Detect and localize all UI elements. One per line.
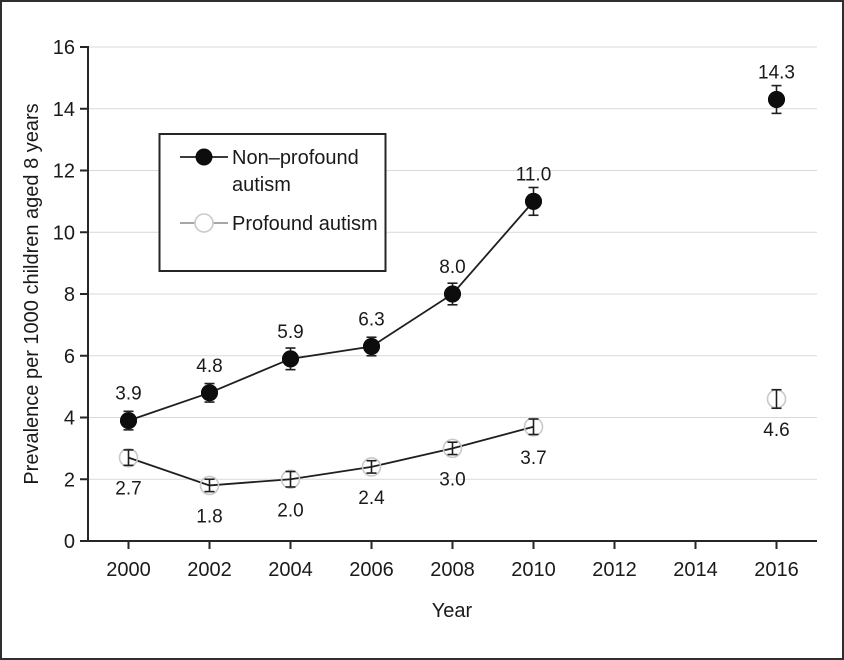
y-tick-label-4: 4 — [64, 408, 75, 430]
series-line-profound-autism — [128, 425, 534, 487]
y-tick-label-12: 12 — [53, 161, 75, 183]
data-label-profound-autism-2000: 2.7 — [115, 479, 141, 500]
x-tick-label-2014: 2014 — [673, 559, 718, 581]
plot-area: 0 2 4 6 8 10 12 14 16 2000 2002 2004 2006 2008 2010 201… — [53, 37, 817, 581]
data-point-marker-top-non-profound-autism-2002 — [201, 384, 218, 402]
data-point-marker-top-non-profound-autism-2010 — [525, 192, 542, 210]
y-axis-title: Prevalence per 1000 children aged 8 year… — [21, 103, 43, 484]
data-label-non-profound-autism-2000: 3.9 — [115, 384, 141, 405]
data-label-profound-autism-2002: 1.8 — [196, 506, 222, 527]
data-label-profound-autism-2006: 2.4 — [358, 488, 385, 509]
series-line-non-profound-autism — [128, 200, 535, 422]
data-point-profound-autism-2010 — [523, 416, 544, 437]
legend-label-non-profound-autism: Non–profound — [232, 147, 359, 169]
data-label-profound-autism-2004: 2.0 — [277, 500, 303, 521]
data-point-marker-top-non-profound-autism-2016 — [768, 90, 785, 108]
x-tick-label-2010: 2010 — [511, 559, 556, 581]
y-tick-label-16: 16 — [53, 37, 75, 59]
data-label-non-profound-autism-2016: 14.3 — [758, 62, 795, 83]
data-point-profound-autism-2000 — [118, 447, 139, 468]
data-label-profound-autism-2008: 3.0 — [439, 469, 465, 490]
data-point-profound-autism-2008 — [442, 438, 463, 459]
y-tick-label-0: 0 — [64, 531, 75, 553]
legend-label-non-profound-autism-line2: autism — [232, 174, 291, 196]
data-point-marker-top-non-profound-autism-2004 — [282, 350, 299, 368]
data-label-non-profound-autism-2006: 6.3 — [358, 309, 384, 330]
x-tick-label-2000: 2000 — [106, 559, 151, 581]
x-tick-label-2004: 2004 — [268, 559, 313, 581]
data-label-non-profound-autism-2002: 4.8 — [196, 356, 222, 377]
y-tick-label-14: 14 — [53, 99, 75, 121]
data-point-profound-autism-2006 — [361, 457, 382, 477]
x-tick-label-2006: 2006 — [349, 559, 394, 581]
x-tick-label-2008: 2008 — [430, 559, 475, 581]
y-tick-label-8: 8 — [64, 284, 75, 306]
data-point-marker-top-non-profound-autism-2008 — [444, 285, 461, 303]
x-tick-label-2012: 2012 — [592, 559, 637, 581]
y-tick-label-2: 2 — [64, 469, 75, 491]
legend-marker-non-profound-autism — [195, 148, 213, 166]
data-label-profound-autism-2010: 3.7 — [520, 448, 546, 469]
x-tick-label-2002: 2002 — [187, 559, 232, 581]
y-tick-label-6: 6 — [64, 346, 75, 368]
legend-marker-profound-autism — [194, 213, 214, 233]
data-label-profound-autism-2016: 4.6 — [763, 420, 789, 441]
legend-label-profound-autism: Profound autism — [232, 213, 378, 235]
data-label-non-profound-autism-2008: 8.0 — [439, 257, 465, 278]
data-point-profound-autism-2004 — [280, 469, 301, 490]
x-tick-label-2016: 2016 — [754, 559, 799, 581]
data-label-non-profound-autism-2010: 11.0 — [516, 164, 552, 185]
x-axis-title: Year — [432, 600, 473, 622]
data-point-marker-top-non-profound-autism-2000 — [120, 412, 137, 430]
data-point-profound-autism-2002 — [199, 475, 220, 496]
legend: Non–profound autism Profound autism — [158, 133, 387, 272]
data-label-non-profound-autism-2004: 5.9 — [277, 322, 303, 343]
y-tick-label-10: 10 — [53, 222, 75, 244]
data-point-marker-top-non-profound-autism-2006 — [363, 337, 380, 355]
